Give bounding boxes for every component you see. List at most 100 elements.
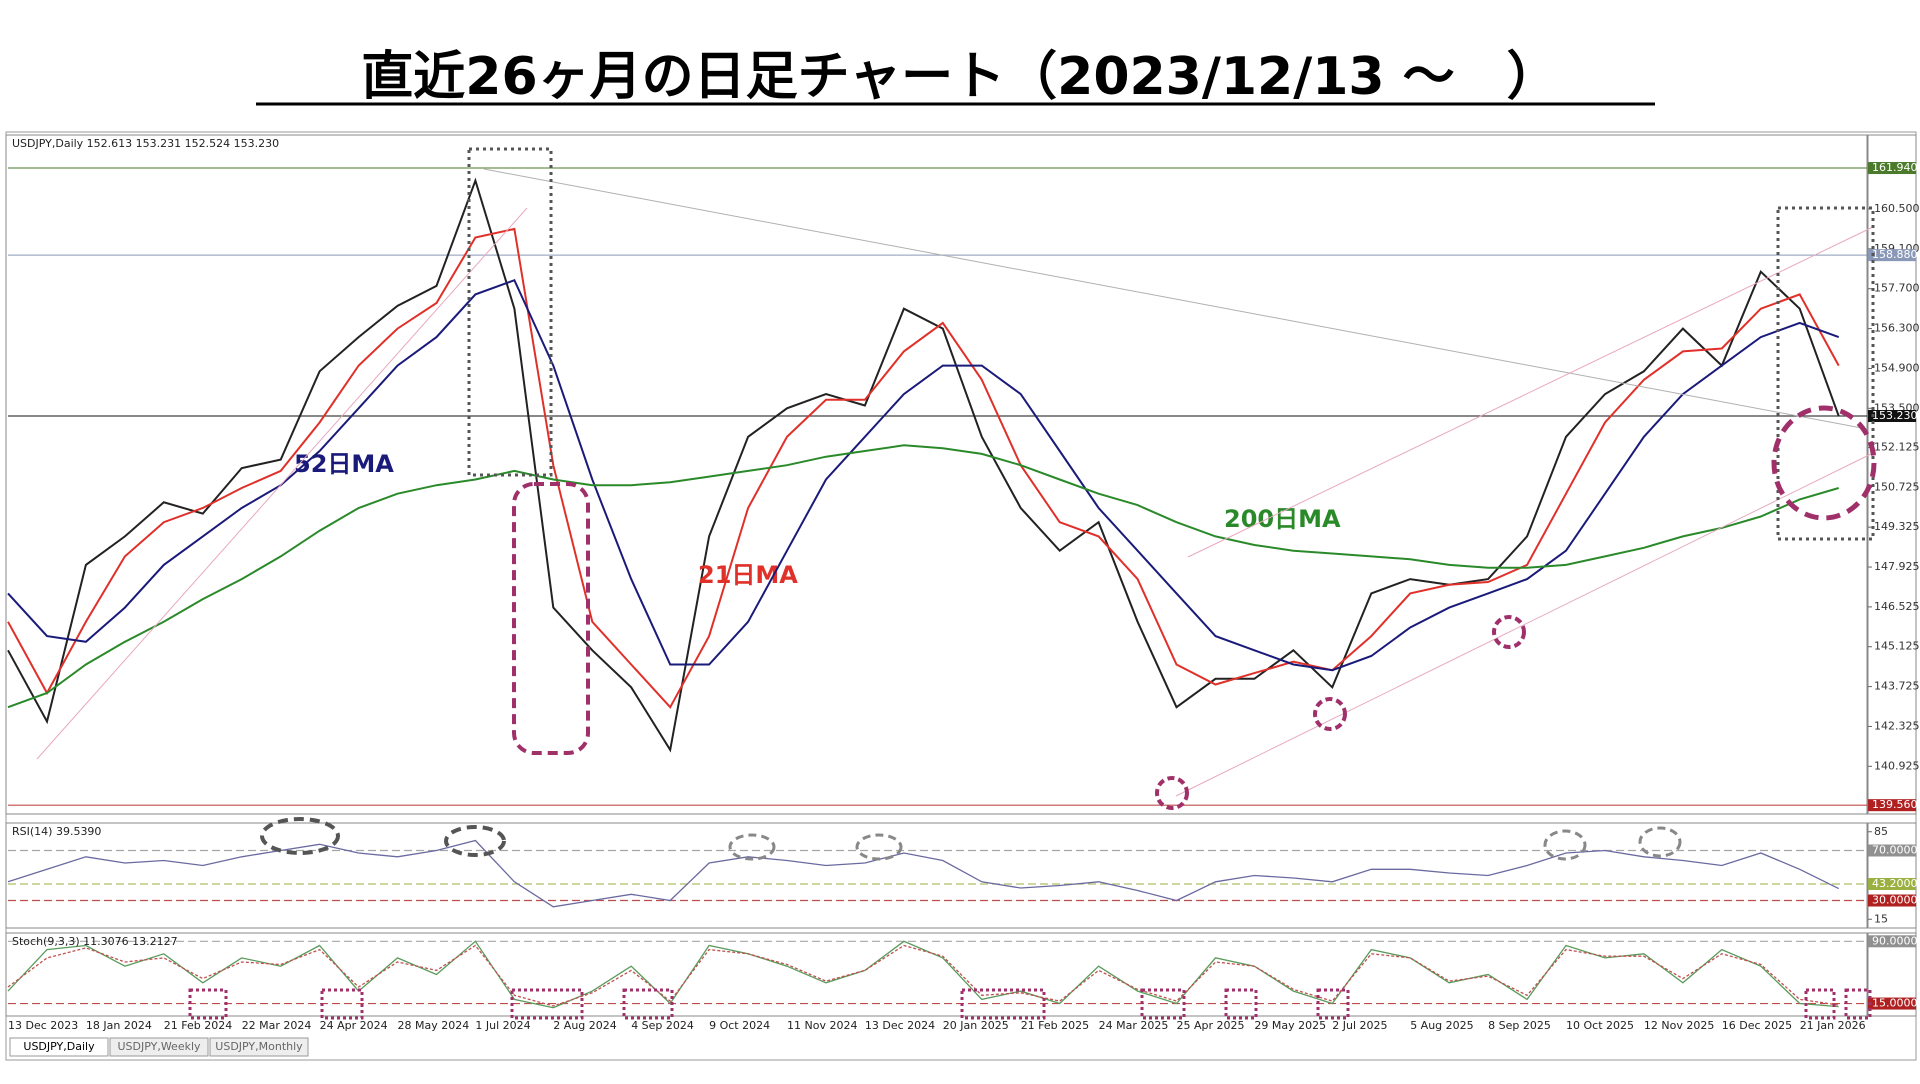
x-tick-label: 5 Aug 2025 (1410, 1019, 1473, 1032)
y-tick-label: 140.925 (1874, 759, 1920, 772)
y-tick-label: 15 (1874, 912, 1888, 925)
y-tick-label: 156.300 (1874, 322, 1920, 335)
stoch-mark (510, 988, 584, 1020)
x-tick-label: 4 Sep 2024 (631, 1019, 694, 1032)
rsi-mark (260, 817, 340, 855)
x-tick-label: 24 Apr 2024 (320, 1019, 388, 1032)
series-name: 200日MA (1224, 505, 1341, 533)
circle-mark (1313, 697, 1347, 731)
level-label: 70.0000 (1872, 844, 1918, 857)
level-box (1868, 894, 1916, 907)
level-label: 153.230 (1872, 409, 1918, 422)
rsi-mark (444, 825, 506, 857)
stoch-mark (320, 988, 364, 1020)
stoch-mark (1140, 988, 1186, 1020)
stoch-mark (1316, 988, 1350, 1020)
rsi-mark (855, 833, 903, 861)
x-tick-label: 11 Nov 2024 (787, 1019, 857, 1032)
x-tick-label: 20 Jan 2025 (943, 1019, 1009, 1032)
channel-line (36, 207, 528, 760)
y-tick-label: 85 (1874, 825, 1888, 838)
y-tick-label: 147.925 (1874, 560, 1920, 573)
level-label: 161.940 (1872, 161, 1918, 174)
stoch-mark (1804, 988, 1836, 1020)
dashed-box (512, 482, 590, 755)
circle-mark (1492, 615, 1526, 649)
stoch-mark (188, 988, 228, 1020)
level-label: 43.2000 (1872, 877, 1918, 890)
x-tick-label: 8 Sep 2025 (1488, 1019, 1551, 1032)
circle-mark (1771, 405, 1877, 521)
level-box (1868, 844, 1916, 857)
tab-label: USDJPY,Monthly (215, 1040, 303, 1053)
y-tick-label: 146.525 (1874, 600, 1920, 613)
level-box (1868, 799, 1916, 812)
series-name: 21日MA (698, 561, 798, 589)
y-tick-label: 152.125 (1874, 440, 1920, 453)
series-name: 52日MA (294, 450, 394, 478)
y-tick-label: 160.500 (1874, 202, 1920, 215)
dotted-box (467, 147, 553, 477)
x-tick-label: 22 Mar 2024 (242, 1019, 312, 1032)
rsi-mark (728, 833, 776, 861)
x-tick-label: 29 May 2025 (1254, 1019, 1326, 1032)
y-tick-label: 157.700 (1874, 282, 1920, 295)
level-label: 158.880 (1872, 248, 1918, 261)
x-tick-label: 28 May 2024 (398, 1019, 470, 1032)
level-box (1868, 878, 1916, 890)
x-tick-label: 13 Dec 2024 (865, 1019, 935, 1032)
panel (5, 822, 1868, 929)
tab[interactable] (209, 1037, 309, 1057)
series-line (7, 278, 1840, 672)
y-tick-label: 154.900 (1874, 361, 1920, 374)
trend-line (483, 168, 1868, 430)
stoch-mark (960, 988, 1046, 1020)
y-tick-label: 150.725 (1874, 480, 1920, 493)
tab-label: USDJPY,Daily (23, 1040, 95, 1053)
x-tick-label: 2 Jul 2025 (1332, 1019, 1387, 1032)
level-label: 139.560 (1872, 798, 1918, 811)
annotations (36, 147, 1877, 1020)
x-tick-label: 16 Dec 2025 (1722, 1019, 1792, 1032)
dotted-box (1776, 206, 1875, 541)
series-line (7, 177, 1840, 753)
x-tick-label: 24 Mar 2025 (1099, 1019, 1169, 1032)
level-box (1868, 997, 1916, 1010)
stoch-mark (622, 988, 674, 1020)
series-line (7, 444, 1839, 709)
x-tick-label: 18 Jan 2024 (86, 1019, 152, 1032)
tab[interactable] (109, 1037, 209, 1057)
channel-line (1187, 226, 1874, 558)
series-line (7, 839, 1839, 908)
rsi-mark (1543, 829, 1587, 861)
level-label: 30.0000 (1872, 894, 1918, 907)
x-tick-label: 9 Oct 2024 (709, 1019, 770, 1032)
x-tick-label: 21 Jan 2026 (1800, 1019, 1866, 1032)
terminal-frame (5, 131, 1917, 1061)
axis-area (1867, 822, 1917, 929)
page-title: 直近26ヶ月の日足チャート（2023/12/13 ～ ） (361, 47, 1558, 107)
level-label: 90.0000 (1872, 934, 1918, 947)
axis-area (1867, 134, 1917, 815)
channel-line (1175, 452, 1874, 797)
tab[interactable] (9, 1037, 109, 1057)
circle-mark (1155, 776, 1189, 810)
x-tick-label: 2 Aug 2024 (553, 1019, 616, 1032)
stoch-mark (1224, 988, 1258, 1020)
y-tick-label: 142.325 (1874, 719, 1920, 732)
x-tick-label: 12 Nov 2025 (1644, 1019, 1714, 1032)
panel-title: USDJPY,Daily 152.613 153.231 152.524 153… (12, 137, 279, 150)
y-tick-label: 143.725 (1874, 680, 1920, 693)
level-box (1868, 162, 1916, 175)
panel (5, 134, 1868, 815)
x-tick-label: 21 Feb 2024 (164, 1019, 232, 1032)
tab-label: USDJPY,Weekly (117, 1040, 201, 1053)
x-tick-label: 10 Oct 2025 (1566, 1019, 1634, 1032)
series-line (7, 940, 1839, 1009)
y-tick-label: 145.125 (1874, 640, 1920, 653)
x-tick-label: 13 Dec 2023 (8, 1019, 78, 1032)
panel-title: RSI(14) 39.5390 (12, 825, 101, 838)
x-tick-label: 25 Apr 2025 (1177, 1019, 1245, 1032)
